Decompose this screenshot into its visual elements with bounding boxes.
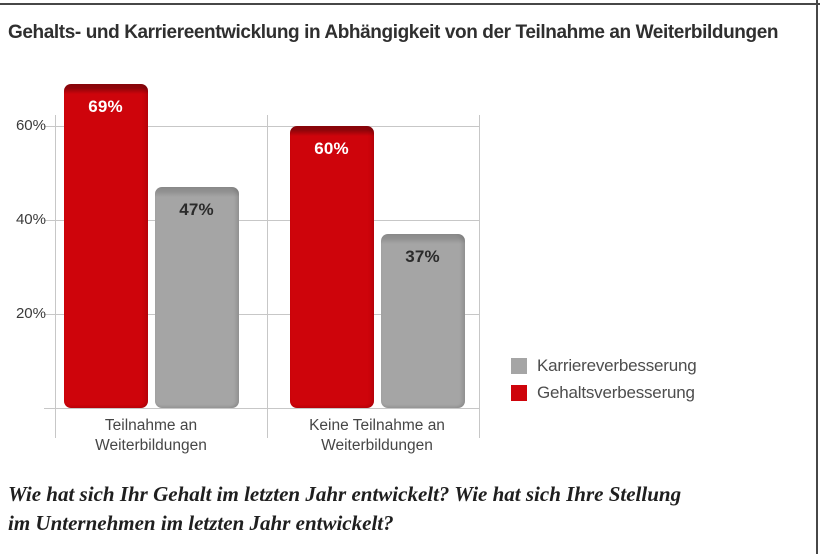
bar-karriereverbesserung-group1: 47% bbox=[154, 187, 239, 408]
gridline-40% bbox=[44, 220, 479, 221]
gridline-60% bbox=[44, 126, 479, 127]
legend-item-gehaltsverbesserung: Gehaltsverbesserung bbox=[511, 383, 696, 403]
gridline-20% bbox=[44, 314, 479, 315]
right-edge-rule bbox=[816, 0, 818, 554]
top-divider-rule bbox=[0, 3, 820, 5]
bar-gehaltsverbesserung-group1: 69% bbox=[63, 84, 148, 408]
baseline-gridline bbox=[44, 408, 479, 409]
bar-value-label: 37% bbox=[405, 247, 440, 266]
x-axis-category-label: Teilnahme an Weiterbildungen bbox=[46, 416, 256, 456]
category-label-line: Keine Teilnahme an bbox=[309, 417, 445, 434]
chart-legend: Karriereverbesserung Gehaltsverbesserung bbox=[511, 356, 697, 410]
y-axis-tick-label: 60% bbox=[15, 117, 46, 134]
legend-swatch-icon bbox=[511, 358, 527, 374]
category-label-line: Weiterbildungen bbox=[321, 437, 433, 454]
legend-item-karriereverbesserung: Karriereverbesserung bbox=[511, 356, 697, 376]
category-label-line: Teilnahme an bbox=[104, 417, 198, 434]
legend-swatch-icon bbox=[511, 385, 527, 401]
bar-value-label: 60% bbox=[314, 139, 349, 158]
chart-title: Gehalts- und Karriereentwicklung in Abhä… bbox=[8, 21, 779, 43]
legend-label: Gehaltsverbesserung bbox=[537, 383, 695, 402]
bar-value-label: 47% bbox=[179, 200, 214, 219]
category-label-line: Weiterbildungen bbox=[95, 437, 207, 454]
group-divider-line bbox=[267, 115, 268, 438]
x-axis-category-label: Keine Teilnahme an Weiterbildungen bbox=[272, 416, 482, 456]
survey-question-line: im Unternehmen im letzten Jahr entwickel… bbox=[8, 511, 394, 535]
y-axis-tick-label: 20% bbox=[15, 305, 46, 322]
y-axis-line bbox=[55, 115, 56, 438]
survey-question-line: Wie hat sich Ihr Gehalt im letzten Jahr … bbox=[8, 482, 682, 506]
survey-question-text: Wie hat sich Ihr Gehalt im letzten Jahr … bbox=[8, 480, 808, 538]
bar-gehaltsverbesserung-group2: 60% bbox=[289, 126, 374, 408]
plot-right-edge-line bbox=[479, 115, 480, 438]
y-axis-tick-label: 40% bbox=[15, 211, 46, 228]
legend-label: Karriereverbesserung bbox=[537, 356, 697, 375]
bar-value-label: 69% bbox=[88, 97, 123, 116]
bar-karriereverbesserung-group2: 37% bbox=[380, 234, 465, 408]
